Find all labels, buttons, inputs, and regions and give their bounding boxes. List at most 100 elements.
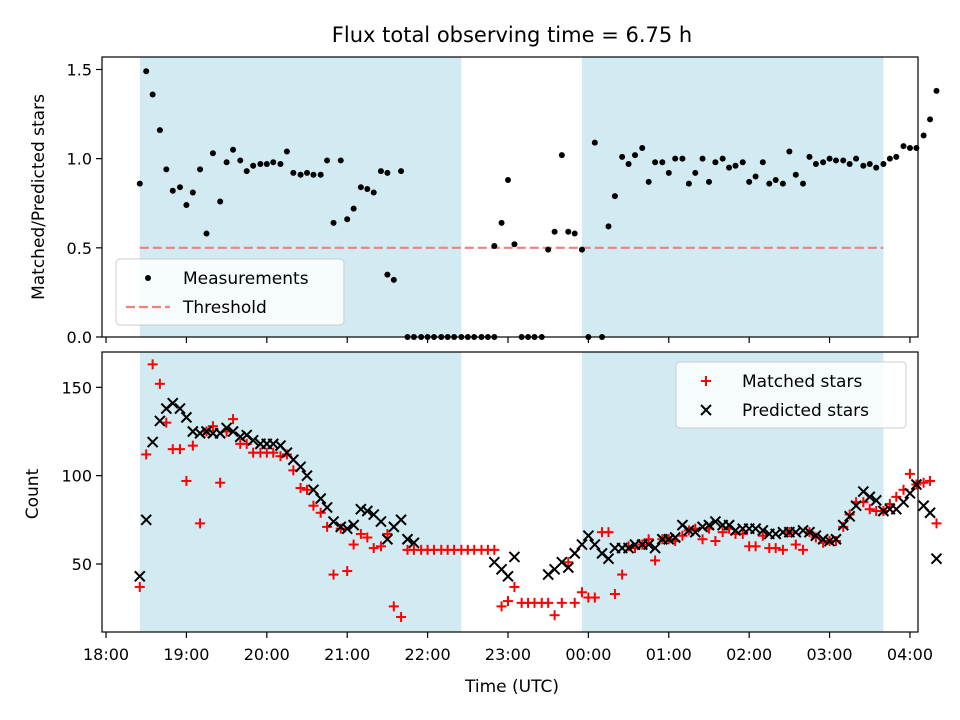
predicted-star-point bbox=[247, 434, 259, 447]
measurement-point bbox=[324, 157, 331, 164]
measurement-point bbox=[377, 168, 384, 175]
measurement-point bbox=[625, 161, 632, 168]
predicted-star-point bbox=[146, 436, 159, 448]
matched-star-point bbox=[388, 601, 399, 612]
measurement-point bbox=[933, 87, 940, 94]
measurement-point bbox=[927, 116, 934, 123]
matched-star-point bbox=[770, 543, 781, 554]
measurement-point bbox=[551, 228, 558, 235]
legend-threshold-label: Threshold bbox=[182, 298, 267, 318]
matched-star-point bbox=[750, 541, 761, 552]
count-axes: 18:00 19:00 20:00 21:00 22:00 23:00 00:00 01:00… bbox=[61, 351, 933, 664]
measurement-point bbox=[230, 146, 237, 153]
predicted-star-point bbox=[194, 427, 206, 439]
measurement-point bbox=[812, 161, 819, 168]
measurement-point bbox=[611, 193, 618, 200]
measurement-point bbox=[263, 161, 270, 168]
x-tick-label: 02:00 bbox=[726, 645, 772, 664]
matched-star-point bbox=[187, 440, 198, 451]
predicted-star-point bbox=[502, 570, 514, 583]
predicted-star-point bbox=[307, 484, 320, 496]
matched-star-point bbox=[315, 507, 326, 518]
measurement-point bbox=[632, 152, 639, 159]
legend-measurement-marker bbox=[145, 275, 151, 281]
matched-star-point bbox=[141, 449, 152, 460]
predicted-star-point bbox=[220, 422, 233, 434]
matched-star-point bbox=[342, 566, 353, 577]
measurement-point bbox=[350, 205, 357, 212]
legend-matched-marker bbox=[701, 376, 711, 386]
predicted-star-point bbox=[870, 494, 882, 507]
matched-star-point bbox=[207, 421, 218, 432]
matched-star-point bbox=[348, 539, 359, 550]
measurement-point bbox=[873, 164, 880, 171]
legend-measurement-label: Measurements bbox=[183, 269, 309, 289]
measurement-point bbox=[806, 153, 813, 160]
measurement-point bbox=[786, 148, 793, 155]
matched-star-point bbox=[830, 536, 841, 547]
ratio-legend: Measurements Threshold bbox=[115, 258, 345, 326]
matched-star-point bbox=[790, 539, 801, 550]
x-tick-label: 21:00 bbox=[324, 645, 370, 664]
matched-star-point bbox=[884, 498, 895, 509]
matched-star-point bbox=[362, 532, 373, 543]
measurement-point bbox=[779, 180, 786, 187]
measurement-point bbox=[659, 159, 666, 166]
predicted-star-point bbox=[408, 537, 420, 549]
measurement-point bbox=[310, 171, 317, 178]
matched-star-point bbox=[509, 581, 520, 592]
measurement-point bbox=[330, 219, 337, 226]
predicted-star-point bbox=[823, 535, 836, 547]
y-tick-label: 150 bbox=[61, 378, 92, 397]
measurement-point bbox=[732, 162, 739, 169]
predicted-star-point bbox=[234, 431, 246, 443]
measurement-point bbox=[149, 91, 156, 98]
matched-star-point bbox=[556, 597, 567, 608]
measurement-point bbox=[136, 180, 143, 187]
measurement-point bbox=[283, 148, 290, 155]
measurement-point bbox=[880, 161, 887, 168]
predicted-star-point bbox=[910, 478, 923, 491]
matched-star-point bbox=[576, 587, 587, 598]
matched-star-point bbox=[931, 518, 942, 529]
predicted-star-point bbox=[930, 552, 943, 565]
measurement-point bbox=[920, 132, 927, 139]
predicted-star-point bbox=[904, 487, 916, 500]
measurement-point bbox=[250, 162, 257, 169]
matched-star-point bbox=[328, 569, 339, 580]
matched-star-point bbox=[215, 477, 226, 488]
matched-star-point bbox=[603, 527, 614, 538]
legend-predicted-marker bbox=[700, 404, 712, 416]
predicted-star-point bbox=[877, 505, 890, 517]
measurement-point bbox=[237, 157, 244, 164]
predicted-star-point bbox=[341, 522, 353, 535]
matched-star-point bbox=[543, 597, 554, 608]
predicted-star-point bbox=[864, 491, 876, 503]
predicted-star-point bbox=[602, 552, 615, 565]
predicted-star-point bbox=[757, 524, 769, 537]
predicted-star-point bbox=[576, 538, 588, 551]
x-axis-label: Time (UTC) bbox=[464, 677, 559, 697]
count-panel: 18:00 19:00 20:00 21:00 22:00 23:00 00:00 01:00… bbox=[23, 351, 943, 664]
matched-star-point bbox=[295, 483, 306, 494]
y-tick-label: 0.5 bbox=[67, 239, 92, 258]
matched-star-point bbox=[838, 521, 849, 532]
measurement-point bbox=[826, 155, 833, 162]
matched-star-point bbox=[710, 536, 721, 547]
predicted-star-point bbox=[294, 461, 307, 473]
matched-star-point bbox=[717, 527, 728, 538]
measurement-point bbox=[189, 189, 196, 196]
y-tick-label: 1.0 bbox=[67, 150, 92, 169]
predicted-star-point bbox=[837, 519, 849, 531]
x-tick-label: 01:00 bbox=[646, 645, 692, 664]
measurement-point bbox=[766, 180, 773, 187]
measurement-point bbox=[169, 187, 176, 194]
predicted-star-point bbox=[897, 496, 910, 508]
measurement-point bbox=[504, 177, 511, 184]
predicted-star-point bbox=[321, 501, 333, 514]
measurement-point bbox=[390, 276, 397, 283]
predicted-star-point bbox=[508, 551, 521, 563]
measurement-point bbox=[752, 173, 759, 180]
measurement-point bbox=[900, 143, 907, 150]
